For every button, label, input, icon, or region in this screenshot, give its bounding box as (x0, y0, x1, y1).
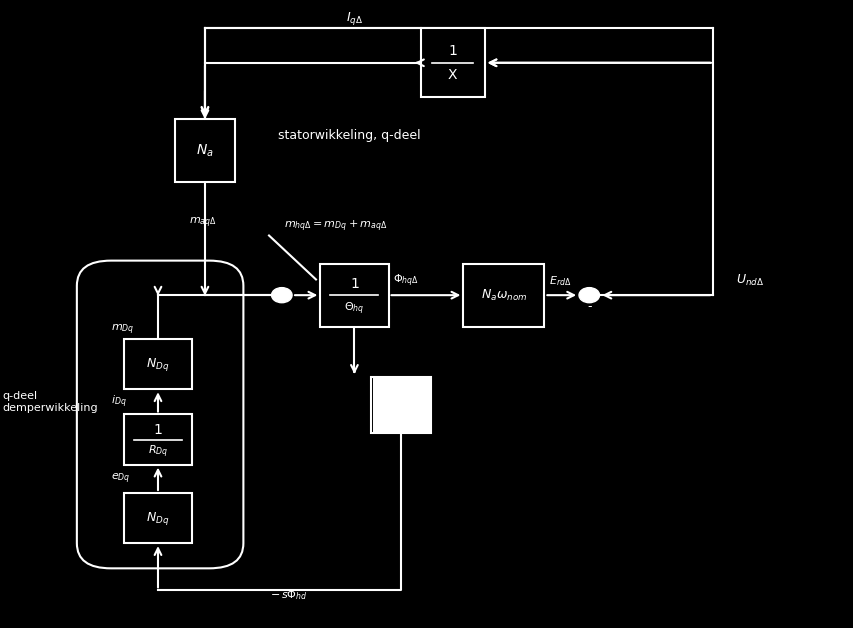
Text: $N_a$: $N_a$ (196, 143, 213, 159)
Text: $\Phi_{hq\Delta}$: $\Phi_{hq\Delta}$ (392, 273, 418, 289)
Text: -: - (586, 300, 591, 313)
Text: -: - (399, 387, 403, 398)
FancyBboxPatch shape (371, 377, 431, 433)
FancyBboxPatch shape (77, 261, 243, 568)
Text: $i_{Dq}$: $i_{Dq}$ (111, 394, 126, 410)
Text: 1: 1 (350, 277, 358, 291)
FancyBboxPatch shape (175, 119, 235, 182)
Text: $m_{hq\Delta}=m_{Dq}+m_{aq\Delta}$: $m_{hq\Delta}=m_{Dq}+m_{aq\Delta}$ (284, 219, 387, 234)
FancyBboxPatch shape (462, 264, 544, 327)
Text: $\Theta_{hq}$: $\Theta_{hq}$ (344, 301, 364, 317)
Text: 1: 1 (448, 45, 456, 58)
Text: statorwikkeling, q-deel: statorwikkeling, q-deel (277, 129, 420, 141)
FancyBboxPatch shape (124, 493, 192, 543)
Circle shape (578, 288, 599, 303)
Circle shape (271, 288, 292, 303)
Text: X: X (447, 68, 457, 82)
Text: $-\,s\Phi_{hd}$: $-\,s\Phi_{hd}$ (270, 588, 307, 602)
Text: $R_{Dq}$: $R_{Dq}$ (148, 444, 168, 460)
Text: 1: 1 (154, 423, 162, 436)
Text: $N_a\omega_{nom}$: $N_a\omega_{nom}$ (480, 288, 526, 303)
Text: q-deel
demperwikkeling: q-deel demperwikkeling (3, 391, 98, 413)
FancyBboxPatch shape (373, 378, 429, 432)
FancyBboxPatch shape (320, 264, 388, 327)
Text: $I_{q\Delta}$: $I_{q\Delta}$ (345, 10, 363, 28)
Text: $m_{aq\Delta}$: $m_{aq\Delta}$ (189, 216, 217, 230)
FancyBboxPatch shape (124, 339, 192, 389)
Text: $U_{nd\Delta}$: $U_{nd\Delta}$ (735, 273, 763, 288)
Text: $N_{Dq}$: $N_{Dq}$ (146, 509, 170, 527)
FancyBboxPatch shape (421, 28, 485, 97)
Text: $m_{Dq}$: $m_{Dq}$ (111, 323, 134, 337)
Text: $N_{Dq}$: $N_{Dq}$ (146, 355, 170, 373)
FancyBboxPatch shape (124, 414, 192, 465)
Text: $e_{Dq}$: $e_{Dq}$ (111, 472, 131, 485)
Text: $E_{rd\Delta}$: $E_{rd\Delta}$ (548, 274, 571, 288)
